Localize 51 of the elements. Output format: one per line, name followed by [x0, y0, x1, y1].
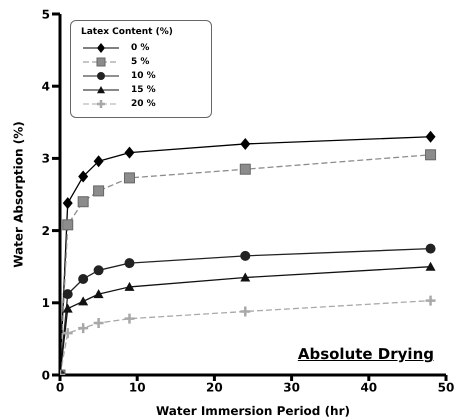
- y-tick-label: 2: [42, 224, 50, 238]
- legend-label: 15 %: [131, 85, 156, 95]
- y-tick-label: 5: [42, 7, 50, 22]
- point: [124, 282, 134, 291]
- legend-label: 10 %: [131, 71, 156, 81]
- y-tick-label: 4: [42, 79, 50, 94]
- x-axis-title: Water Immersion Period (hr): [156, 404, 350, 418]
- point: [240, 250, 250, 261]
- point: [426, 130, 436, 143]
- point: [78, 170, 88, 182]
- x-tick-label: 10: [128, 380, 146, 395]
- point: [76, 322, 90, 334]
- point: [78, 196, 89, 208]
- y-axis-title: Water Absorption (%): [11, 121, 26, 268]
- point: [240, 164, 251, 175]
- point: [426, 262, 436, 271]
- point: [78, 274, 88, 284]
- x-tick-label: 40: [360, 380, 378, 395]
- point: [124, 172, 135, 184]
- legend-label: 5 %: [131, 57, 150, 67]
- x-tick-label: 20: [206, 380, 223, 395]
- y-tick-label: 3: [42, 152, 50, 166]
- point: [426, 244, 436, 254]
- point: [240, 272, 250, 282]
- point: [124, 146, 134, 159]
- point: [123, 312, 136, 325]
- point: [124, 258, 134, 268]
- x-tick-label: 30: [283, 380, 300, 395]
- point: [94, 155, 104, 168]
- point: [94, 265, 104, 276]
- y-tick-label: 0: [42, 368, 50, 382]
- legend-label: 20 %: [131, 99, 156, 109]
- legend-title: Latex Content (%): [81, 27, 174, 37]
- point: [240, 138, 250, 150]
- point: [61, 326, 74, 340]
- point: [62, 304, 73, 313]
- point: [62, 289, 73, 300]
- point: [424, 294, 437, 307]
- point: [93, 185, 104, 196]
- x-tick-label: 0: [56, 380, 64, 395]
- point: [92, 316, 105, 330]
- point: [62, 197, 73, 210]
- annotation: Absolute Drying: [298, 345, 434, 363]
- y-tick-label: 1: [42, 296, 50, 310]
- point: [425, 149, 436, 160]
- legend-label: 0 %: [131, 43, 150, 53]
- point: [78, 296, 88, 306]
- point: [62, 219, 74, 230]
- point: [94, 289, 104, 298]
- point: [239, 305, 252, 318]
- x-tick-label: 50: [438, 380, 454, 395]
